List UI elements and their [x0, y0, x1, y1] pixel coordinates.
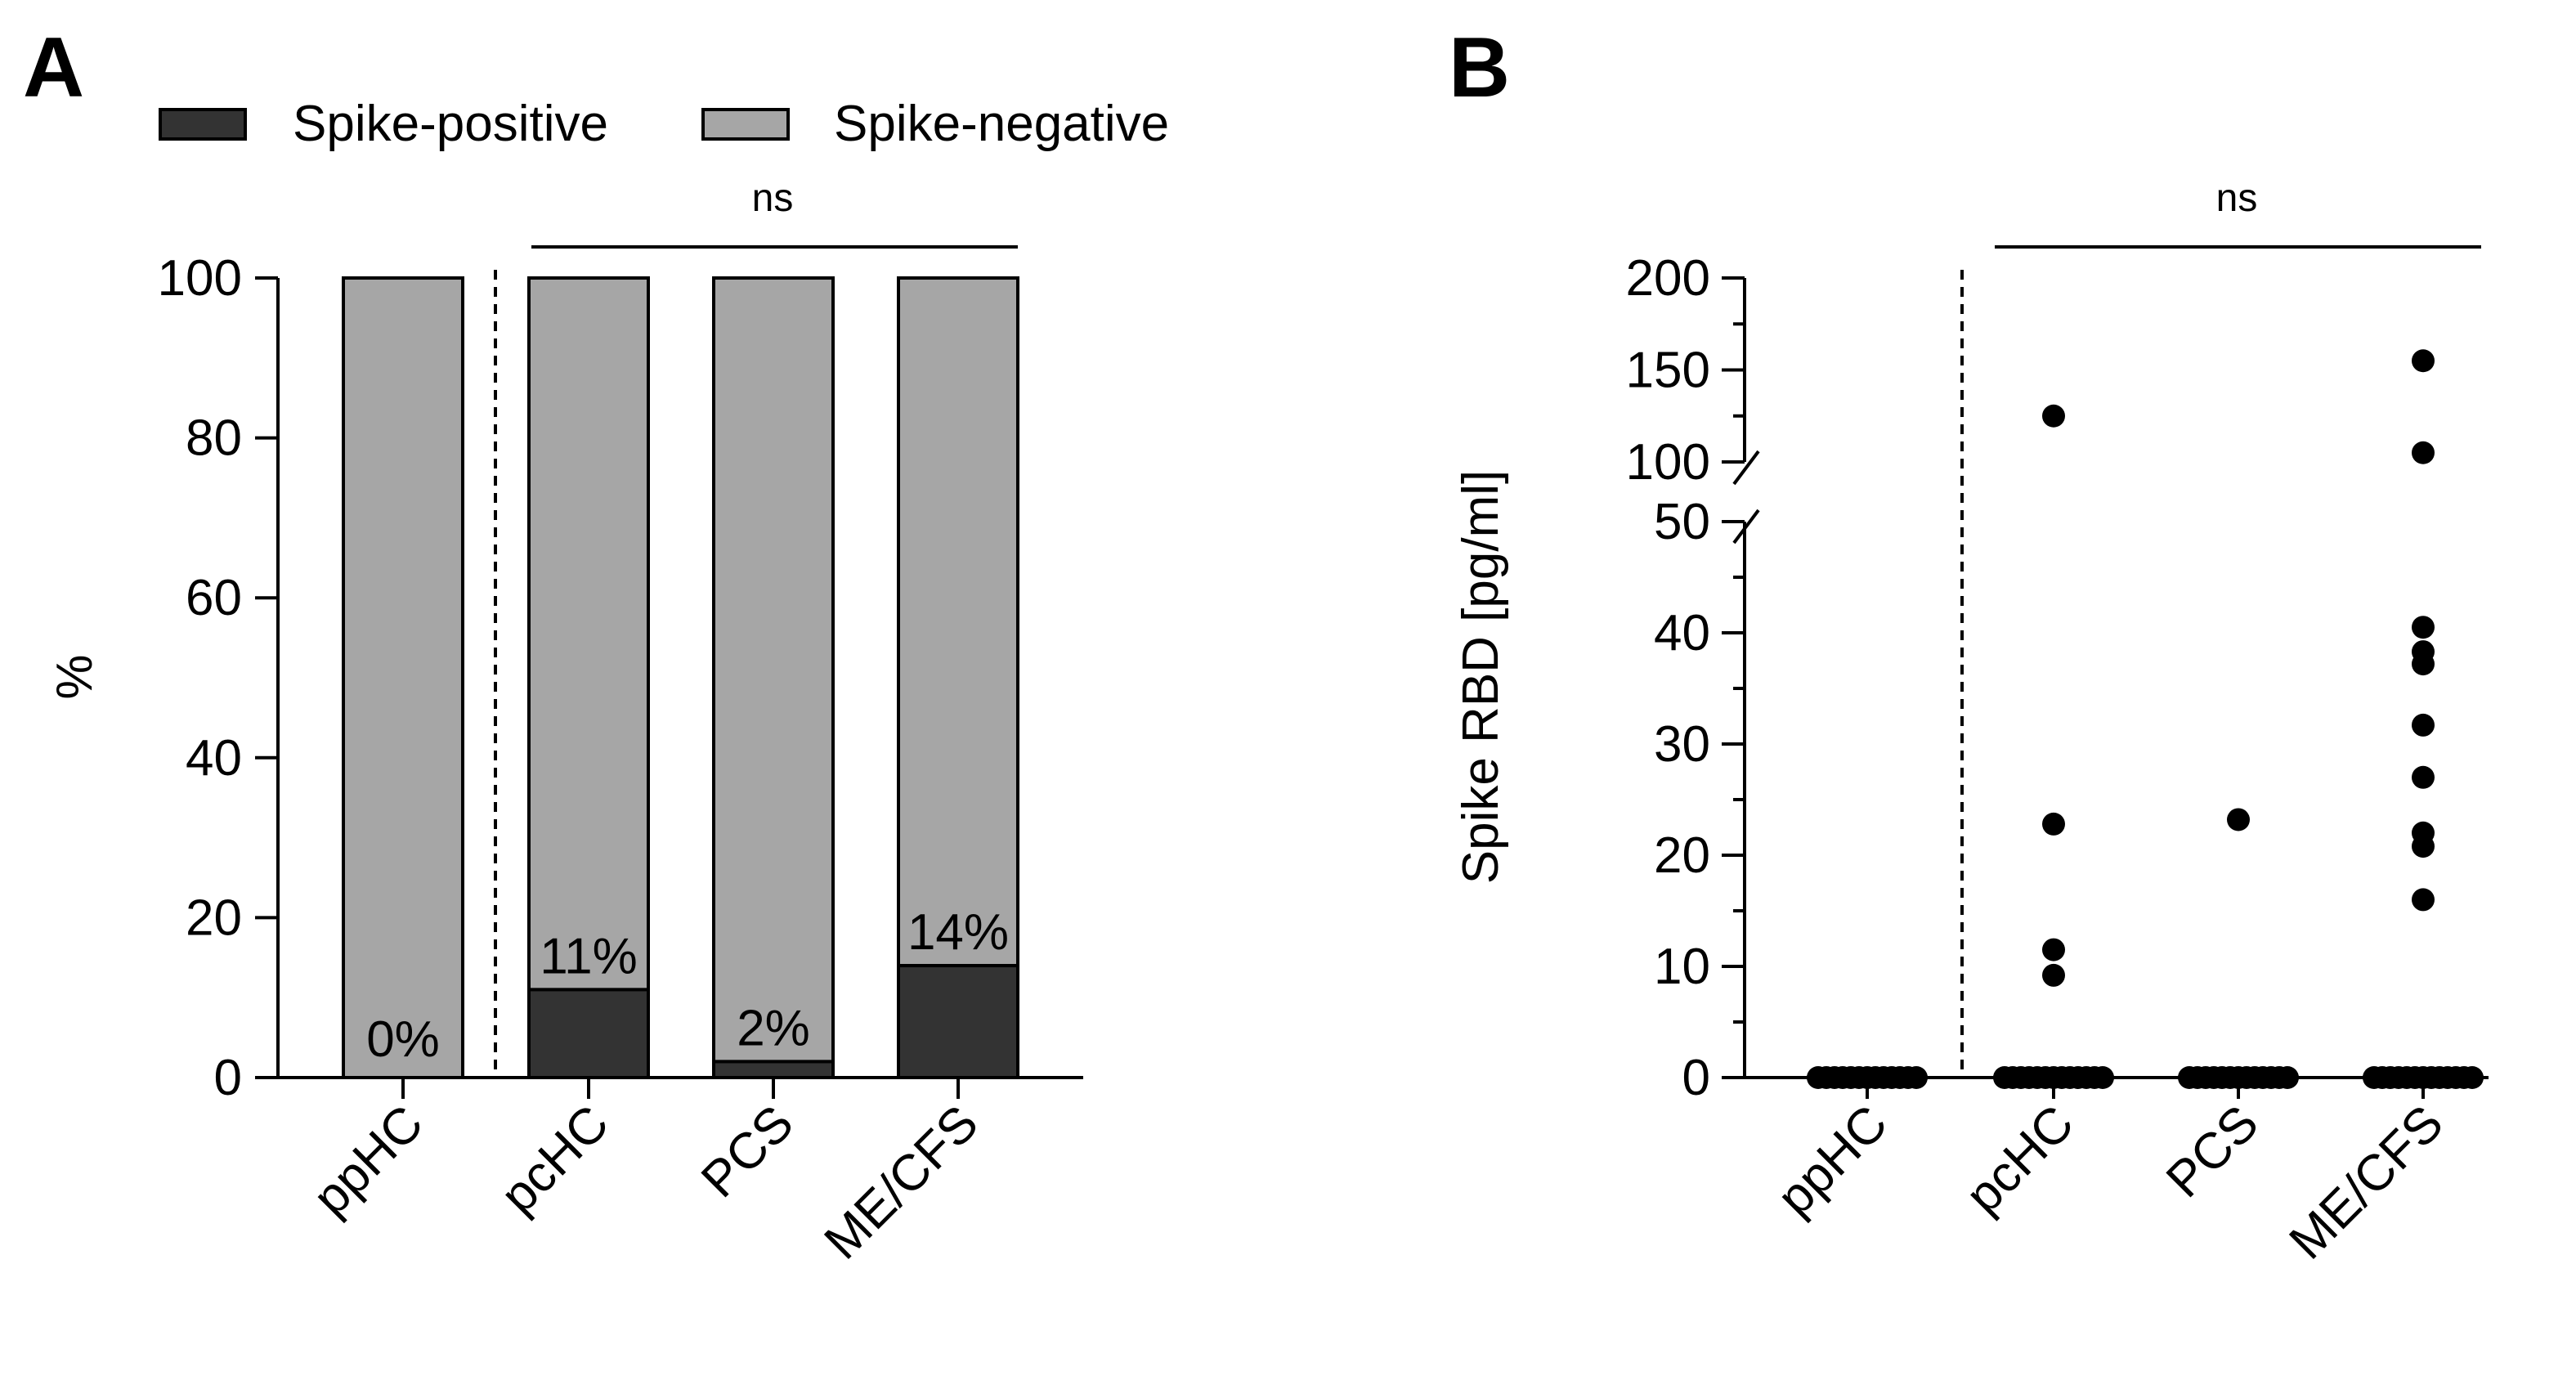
y-tick-label-0: 0	[1682, 1050, 1710, 1106]
bars	[342, 276, 1019, 1080]
y-tick-label-200: 200	[1626, 250, 1710, 307]
point-zero-pcs	[2276, 1066, 2299, 1089]
bar-spike-negative-pchc	[527, 276, 650, 992]
y-axis-title: %	[47, 654, 103, 699]
y-tick-label-100: 100	[158, 250, 242, 307]
y-tick-label-10: 10	[1654, 939, 1710, 995]
axis-break-mark-upper	[1732, 450, 1760, 486]
point-pchc	[2042, 404, 2065, 428]
point-zero-pchc	[2091, 1066, 2114, 1089]
significance-label: ns	[2216, 177, 2258, 220]
bar-spike-negative-pphc	[342, 276, 464, 1079]
point-me-cfs	[2412, 713, 2435, 737]
point-pcs	[2227, 808, 2250, 831]
y-tick-label-100: 100	[1626, 434, 1710, 491]
y-tick-label-150: 150	[1626, 343, 1710, 399]
y-tick-label-0: 0	[214, 1050, 242, 1106]
category-label-me-cfs: ME/CFS	[2278, 1095, 2453, 1270]
data-label-pchc: 11%	[540, 928, 638, 984]
point-me-cfs	[2412, 652, 2435, 676]
category-label-me-cfs: ME/CFS	[813, 1095, 988, 1270]
bar-spike-negative-pcs	[712, 276, 835, 1064]
bar-spike-positive-pchc	[527, 988, 650, 1080]
category-labels: ppHC pcHC PCS ME/CFS	[1767, 1078, 2454, 1271]
point-me-cfs	[2412, 616, 2435, 639]
bar-spike-positive-me-cfs	[897, 964, 1019, 1079]
y-tick-label-60: 60	[186, 570, 242, 626]
point-zero-pphc	[1905, 1066, 1928, 1089]
point-me-cfs	[2412, 441, 2435, 464]
data-label-me-cfs: 14%	[907, 904, 1009, 961]
y-tick-label-80: 80	[186, 410, 242, 467]
panel-b-letter: B	[1449, 20, 1510, 115]
bar-spike-positive-pcs	[712, 1060, 835, 1079]
category-labels: ppHC pcHC PCS ME/CFS	[302, 1078, 989, 1271]
y-tick-label-40: 40	[1654, 605, 1710, 661]
legend-swatch-spike-positive	[159, 108, 247, 141]
point-me-cfs	[2412, 765, 2435, 789]
point-me-cfs	[2412, 835, 2435, 858]
panel-a-chart: Spike-positive Spike-negative ns % 0 20 40…	[47, 96, 1169, 1271]
category-label-pphc: ppHC	[1767, 1095, 1898, 1226]
data-label-pphc: 0%	[366, 1011, 440, 1068]
category-label-pcs: PCS	[2156, 1095, 2269, 1208]
category-label-pcs: PCS	[691, 1095, 804, 1208]
data-points	[1807, 349, 2484, 1089]
point-me-cfs	[2412, 349, 2435, 373]
y-tick-label-20: 20	[186, 890, 242, 946]
significance-label: ns	[752, 177, 794, 220]
category-label-pphc: ppHC	[302, 1095, 434, 1226]
y-axis-title: Spike RBD [pg/ml]	[1453, 470, 1509, 885]
category-label-pchc: pcHC	[1955, 1095, 2084, 1224]
y-tick-label-30: 30	[1654, 716, 1710, 773]
point-pchc	[2042, 963, 2065, 987]
y-tick-label-40: 40	[186, 730, 242, 787]
data-label-pcs: 2%	[737, 1000, 810, 1056]
axis-break-mark-lower	[1732, 509, 1760, 545]
y-axis-ticks: 0 20 40 60 80 100	[158, 250, 278, 1106]
legend-label-spike-negative: Spike-negative	[834, 96, 1169, 152]
data-labels: 0% 11% 2% 14%	[366, 904, 1009, 1068]
point-me-cfs	[2412, 888, 2435, 912]
category-label-pchc: pcHC	[490, 1095, 619, 1224]
bar-spike-negative-me-cfs	[897, 276, 1019, 968]
point-zero-me-cfs	[2461, 1066, 2484, 1089]
legend-label-spike-positive: Spike-positive	[293, 96, 608, 152]
y-tick-label-50: 50	[1654, 494, 1710, 550]
point-pchc	[2042, 938, 2065, 961]
point-pchc	[2042, 812, 2065, 836]
legend-swatch-spike-negative	[701, 108, 790, 141]
panel-a-letter: A	[23, 20, 84, 115]
y-tick-label-20: 20	[1654, 827, 1710, 884]
